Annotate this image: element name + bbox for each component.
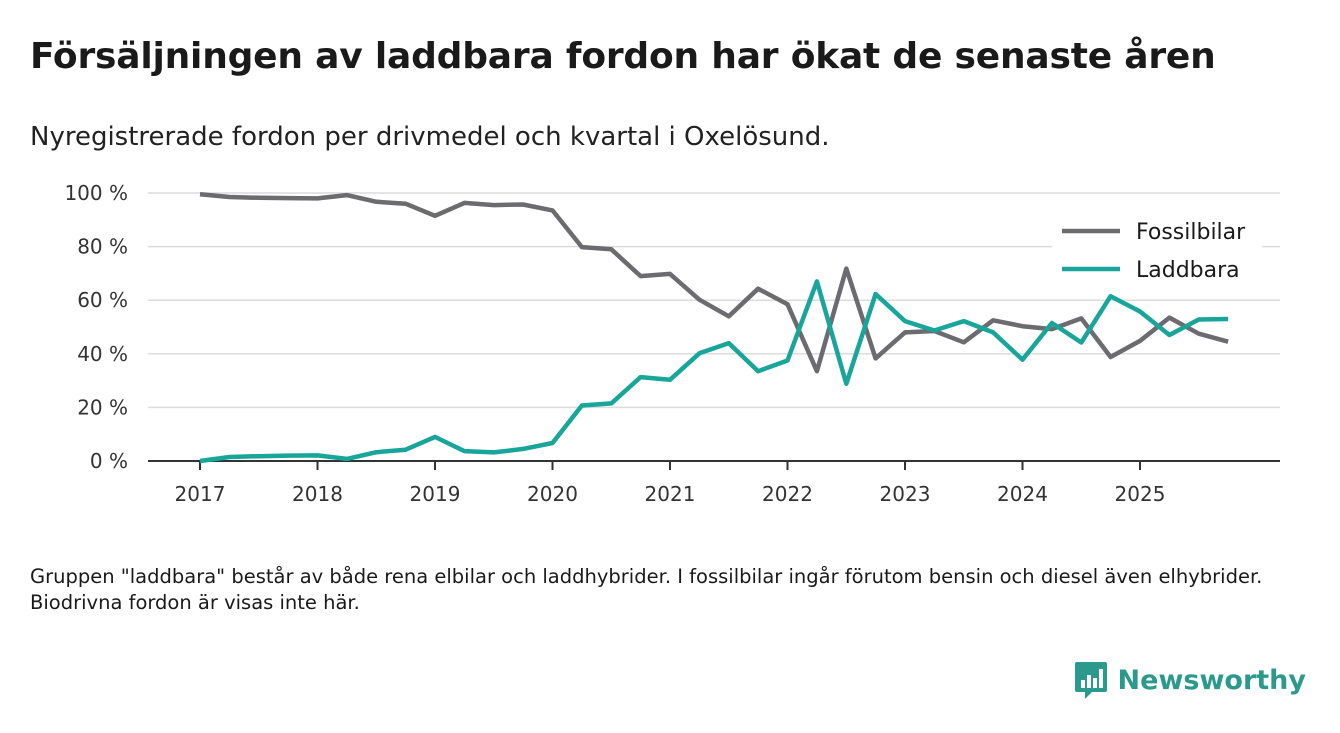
brand-name: Newsworthy [1117, 664, 1306, 696]
y-tick-label: 40 % [77, 342, 128, 366]
line-chart: 0 % 20 % 40 % 60 % 80 % 100 % 2017 2018 2019 202… [64, 181, 1280, 506]
series-lines [199, 192, 1229, 464]
legend-label: Fossilbilar [1136, 220, 1246, 245]
x-tick-label: 2023 [880, 482, 931, 506]
brand-logo: Newsworthy [1074, 660, 1306, 700]
x-tick-label: 2022 [762, 482, 813, 506]
legend-label: Laddbara [1136, 258, 1240, 283]
x-axis: 2017 2018 2019 2020 2021 2022 2023 2024 2025 [148, 460, 1280, 506]
series-line-laddbara [199, 279, 1229, 464]
y-axis: 0 % 20 % 40 % 60 % 80 % 100 % [64, 181, 128, 473]
x-tick-label: 2018 [292, 482, 343, 506]
x-tick-label: 2020 [527, 482, 578, 506]
x-tick-label: 2017 [175, 482, 226, 506]
bar-chart-logo-icon [1074, 662, 1107, 699]
x-tick-label: 2025 [1115, 482, 1166, 506]
legend-background [1052, 210, 1262, 292]
y-tick-label: 20 % [77, 395, 128, 419]
legend: Fossilbilar Laddbara [1052, 210, 1262, 292]
footnote: Gruppen "laddbara" består av både rena e… [30, 565, 1263, 614]
chart-subtitle: Nyregistrerade fordon per drivmedel och … [30, 122, 830, 152]
x-tick-label: 2021 [645, 482, 696, 506]
y-tick-label: 80 % [77, 235, 128, 259]
chart-title: Försäljningen av laddbara fordon har öka… [30, 36, 1216, 77]
y-tick-label: 0 % [90, 449, 128, 473]
x-tick-label: 2024 [997, 482, 1048, 506]
y-tick-label: 60 % [77, 288, 128, 312]
x-tick-label: 2019 [410, 482, 461, 506]
y-tick-label: 100 % [64, 181, 128, 205]
